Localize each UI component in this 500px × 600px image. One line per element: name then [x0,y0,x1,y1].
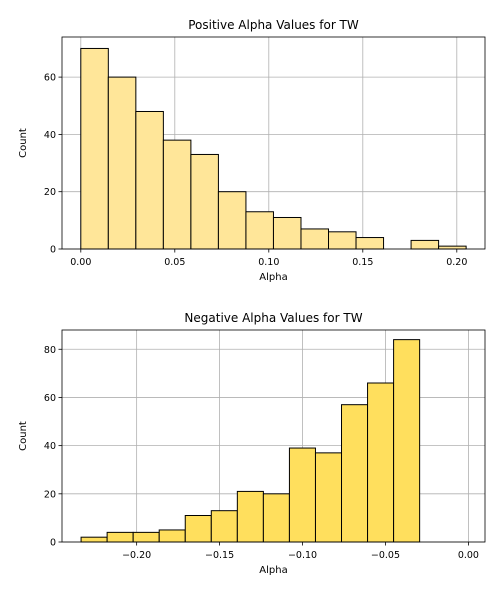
histogram-bar [262,493,290,543]
x-tick-label: 0.00 [70,257,91,268]
histogram-bar [132,531,160,543]
histogram-bar [135,110,164,250]
histogram-bar [236,490,264,543]
y-axis-ticks: 0 20 40 60 [44,73,62,256]
x-tick-label: 0.20 [446,257,467,268]
histogram-bar [410,239,440,250]
histogram-bar [184,515,212,543]
x-tick-label: 0.10 [258,257,279,268]
histogram-bar [314,452,343,543]
x-tick-label: −0.15 [205,550,234,561]
plot-frame [61,329,486,543]
y-axis-ticks: 0 20 40 60 80 [44,345,62,549]
histogram-bar [162,139,192,250]
chart-title: Negative Alpha Values for TW [184,311,362,325]
subplot-negative-alpha: −0.20 −0.15 −0.10 −0.05 0.00 0 20 40 60 80 Negat… [18,311,486,576]
y-tick-label: 40 [44,441,56,452]
histogram-bar [341,404,369,543]
histogram-bar [80,536,108,543]
x-tick-label: 0.15 [352,257,373,268]
y-tick-label: 0 [50,245,56,256]
histogram-bar [158,529,186,543]
histogram-bar [367,382,395,543]
histogram-bar [210,510,238,543]
y-tick-label: 80 [44,345,56,356]
x-tick-label: −0.20 [122,550,151,561]
subplot-positive-alpha: 0.00 0.05 0.10 0.15 0.20 0 20 40 60 Positive Al… [18,18,486,283]
histogram-bars [80,339,421,543]
histogram-bar [190,153,219,250]
x-axis-ticks: 0.00 0.05 0.10 0.15 0.20 [70,249,467,268]
y-tick-label: 20 [44,489,56,500]
x-tick-label: −0.10 [288,550,317,561]
histogram-bars [80,47,467,250]
x-tick-label: 0.05 [164,257,185,268]
chart-title: Positive Alpha Values for TW [188,18,359,32]
histogram-bar [438,245,467,250]
x-axis-label: Alpha [259,565,287,576]
histogram-bar [217,191,247,250]
histogram-bar [107,76,137,250]
x-tick-label: 0.00 [458,550,479,561]
y-tick-label: 60 [44,393,56,404]
y-tick-label: 40 [44,130,56,141]
histogram-bar [393,339,421,543]
histogram-bar [300,228,330,250]
histogram-bar [106,531,134,543]
plot-frame [61,36,486,250]
histogram-bar [272,216,302,250]
x-axis-label: Alpha [259,272,287,283]
y-tick-label: 60 [44,73,56,84]
histogram-bar [80,47,109,250]
y-axis-label: Count [18,421,29,451]
histogram-bar [328,231,357,250]
y-axis-label: Count [18,128,29,158]
histogram-bar [355,237,385,250]
y-tick-label: 0 [50,538,56,549]
x-tick-label: −0.05 [371,550,400,561]
histogram-bar [288,447,316,543]
y-tick-label: 20 [44,187,56,198]
x-axis-ticks: −0.20 −0.15 −0.10 −0.05 0.00 [122,542,479,561]
histogram-bar [245,211,274,250]
